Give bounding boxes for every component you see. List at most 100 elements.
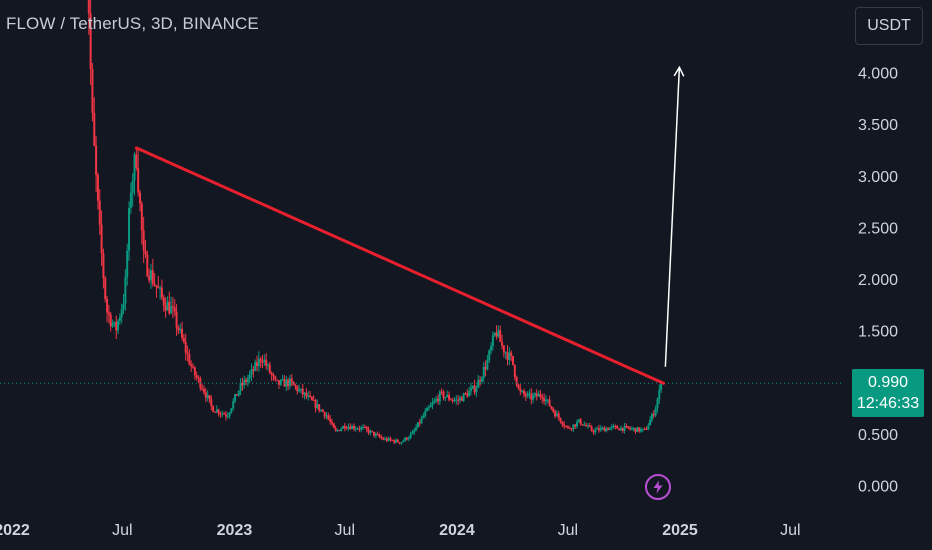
candle [473,379,476,395]
candle [402,439,405,443]
descending-trendline[interactable] [134,146,666,385]
candle [446,390,449,398]
candle [206,390,209,402]
candle [160,279,163,301]
last-price-value: 0.990 [867,374,909,391]
candle [614,424,617,430]
candle [265,353,268,370]
candle [254,359,257,372]
candle [221,410,224,418]
candle [431,397,434,410]
candle [491,331,494,351]
candle [243,375,246,389]
candle [625,423,628,429]
candle [140,201,143,245]
candle [250,363,253,382]
lightning-bolt-icon[interactable] [645,474,671,500]
candle [98,189,101,235]
candle [407,436,410,442]
candle [365,425,368,433]
candle [237,390,240,397]
candle [89,0,92,85]
candle [351,424,354,430]
candle [157,275,160,289]
projection-arrow[interactable] [664,65,685,367]
candle [533,392,536,398]
candle [652,410,655,419]
candle [393,439,396,445]
candle [137,148,140,197]
candle [448,391,451,402]
candle [404,436,407,442]
candle [245,377,248,386]
candle [603,425,606,432]
candle [627,426,630,430]
candle [561,420,564,428]
candle [510,350,513,362]
candle [658,384,661,404]
candle [639,427,642,433]
candle [138,189,141,212]
candle [274,375,277,382]
candle [268,361,271,375]
candle [643,427,646,431]
candle [241,377,244,392]
price-axis[interactable]: 4.0003.5003.0002.5002.0001.5001.0000.500… [858,66,898,496]
candle [506,345,509,366]
candle [277,380,280,389]
symbol-title: FLOW / TetherUS, 3D, BINANCE [6,14,259,33]
candle [497,325,500,338]
candle [581,424,584,426]
candle [378,433,381,439]
candle [330,419,333,426]
candle [314,398,317,413]
annotations-layer [0,65,842,385]
candle [129,182,132,214]
y-tick-label: 4.000 [858,66,898,83]
candle [261,354,264,369]
candle [416,422,419,428]
candle [457,395,460,406]
candles-layer [87,0,663,445]
candle [394,438,397,444]
candle [650,412,653,423]
candle [173,299,176,317]
candle [577,419,580,423]
y-tick-label: 1.500 [858,324,898,341]
candle [451,397,454,404]
candle [376,431,379,436]
candle [309,390,312,398]
candle [499,325,502,342]
candle [382,436,385,441]
candle [87,0,90,35]
candle [563,421,566,430]
candle [272,372,275,381]
candle [469,382,472,396]
candle [356,427,359,430]
candle [495,325,498,340]
candle [570,427,573,432]
candle [188,349,191,366]
currency-button[interactable]: USDT [855,7,923,45]
candle [477,375,480,389]
lightning-bolt-glyph [653,480,663,494]
candle [276,379,279,382]
time-axis[interactable]: 2022 Jul 2023 Jul 2024 Jul 2025 Jul [0,522,801,539]
candle [106,295,109,323]
candle [358,425,361,433]
candle [171,297,174,319]
candle [332,422,335,429]
candle [122,293,125,315]
candle [170,296,173,314]
candle [623,422,626,434]
candle [480,376,483,385]
candle [442,390,445,401]
candle [524,391,527,402]
candle [104,276,107,303]
candle [329,414,332,425]
candle [433,397,436,404]
candle [96,172,99,210]
candle [149,263,152,289]
x-tick-label: 2022 [0,522,30,539]
